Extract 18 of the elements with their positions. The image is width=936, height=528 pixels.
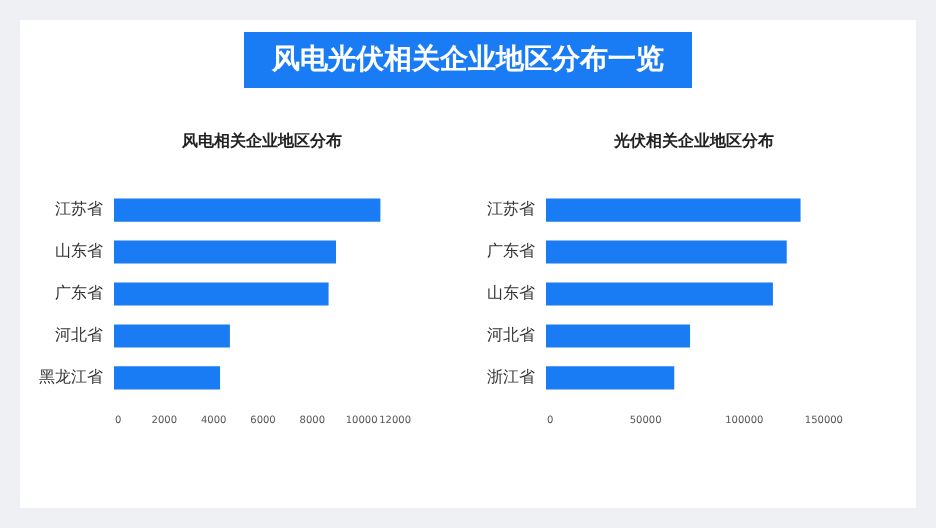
y-tick-label: 广东省: [487, 242, 535, 261]
y-tick-label: 黑龙江省: [39, 367, 103, 386]
bar: [114, 198, 381, 222]
y-tick-label: 山东省: [55, 242, 103, 261]
text: 风电光伏相关企业地区分布一览: [244, 32, 692, 88]
y-tick-label: 山东省: [487, 284, 535, 302]
y-tick-label: 浙江省: [487, 367, 535, 386]
bar: [114, 324, 230, 348]
bar: [114, 366, 221, 390]
chart-title: 光伏相关企业地区分布: [612, 132, 774, 150]
y-tick-label: 江苏省: [55, 200, 103, 219]
y-tick-label: 江苏省: [487, 200, 535, 219]
y-tick-label: 河北省: [55, 325, 103, 344]
y-tick-label: 河北省: [487, 325, 535, 344]
bar: [114, 282, 329, 306]
chart-title: 风电相关企业地区分布: [180, 132, 342, 150]
bar: [114, 240, 336, 264]
y-tick-label: 广东省: [55, 284, 103, 302]
